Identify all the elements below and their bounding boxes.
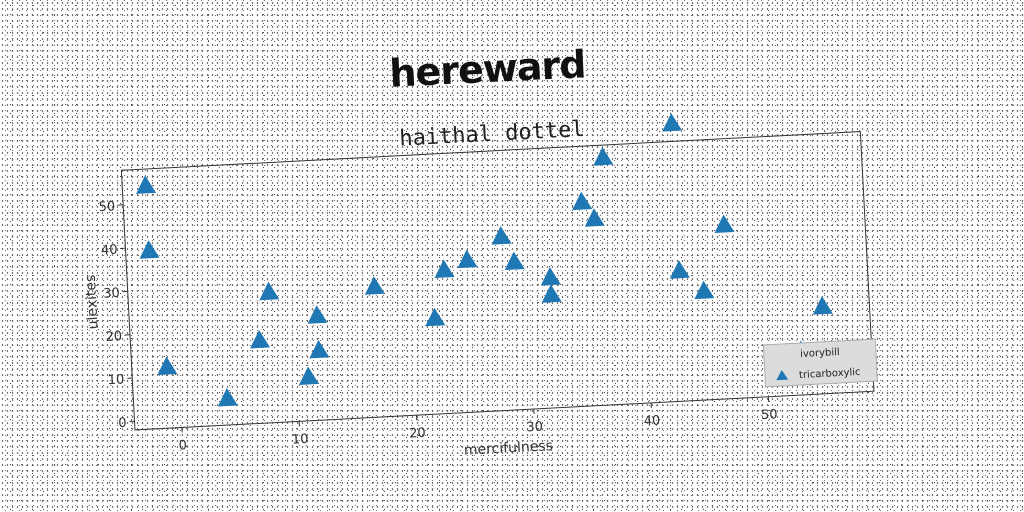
data-point [307, 305, 328, 324]
super-title: hereward [388, 42, 586, 96]
x-tick-label: 50 [761, 407, 778, 423]
y-tick-label: 0 [118, 416, 127, 431]
legend-box [762, 338, 878, 388]
chart-rotated-group: haithal dottel 0 10 20 30 40 50 0 10 20 30 40 50 m… [83, 113, 878, 459]
x-tick-label: 30 [526, 420, 543, 436]
data-point [457, 249, 478, 269]
data-point [593, 147, 614, 166]
y-tick-label: 30 [103, 286, 120, 302]
data-point [504, 251, 525, 271]
x-tick-label: 20 [409, 426, 426, 442]
data-point [491, 226, 512, 245]
data-point [425, 307, 446, 327]
legend: ivorybill tricarboxylic [762, 338, 878, 388]
data-point [217, 388, 238, 407]
data-point [584, 208, 605, 227]
data-point [669, 260, 690, 279]
x-tick-label: 0 [178, 438, 187, 453]
data-point [714, 214, 735, 233]
y-tick-label: 20 [105, 329, 122, 345]
data-point [136, 175, 157, 194]
data-point [694, 280, 715, 300]
data-point [540, 266, 561, 286]
data-point [364, 276, 385, 295]
data-point [259, 281, 280, 301]
x-tick-label: 10 [291, 432, 308, 448]
legend-marker [776, 369, 789, 381]
y-tick-label: 10 [107, 372, 124, 388]
data-point [309, 339, 330, 359]
y-tick-label: 50 [98, 199, 115, 215]
data-point [572, 191, 593, 211]
legend-title: ivorybill [800, 347, 840, 360]
data-point [139, 240, 160, 259]
y-axis: 0 10 20 30 40 50 [98, 199, 135, 431]
x-axis-label: mercifulness [464, 438, 554, 459]
y-axis-label: ulexites [83, 274, 102, 329]
data-point [250, 329, 271, 349]
legend-label: tricarboxylic [799, 367, 861, 381]
x-axis: 0 10 20 30 40 50 [178, 396, 778, 454]
y-tick-label: 40 [101, 243, 118, 259]
data-point [434, 259, 455, 279]
data-point [157, 356, 178, 376]
data-point [299, 366, 319, 385]
x-tick-label: 40 [643, 413, 660, 429]
data-point [812, 296, 833, 315]
plot-frame [120, 131, 875, 431]
chart-title: haithal dottel [399, 117, 585, 152]
data-point [541, 284, 562, 303]
data-point [662, 113, 683, 132]
